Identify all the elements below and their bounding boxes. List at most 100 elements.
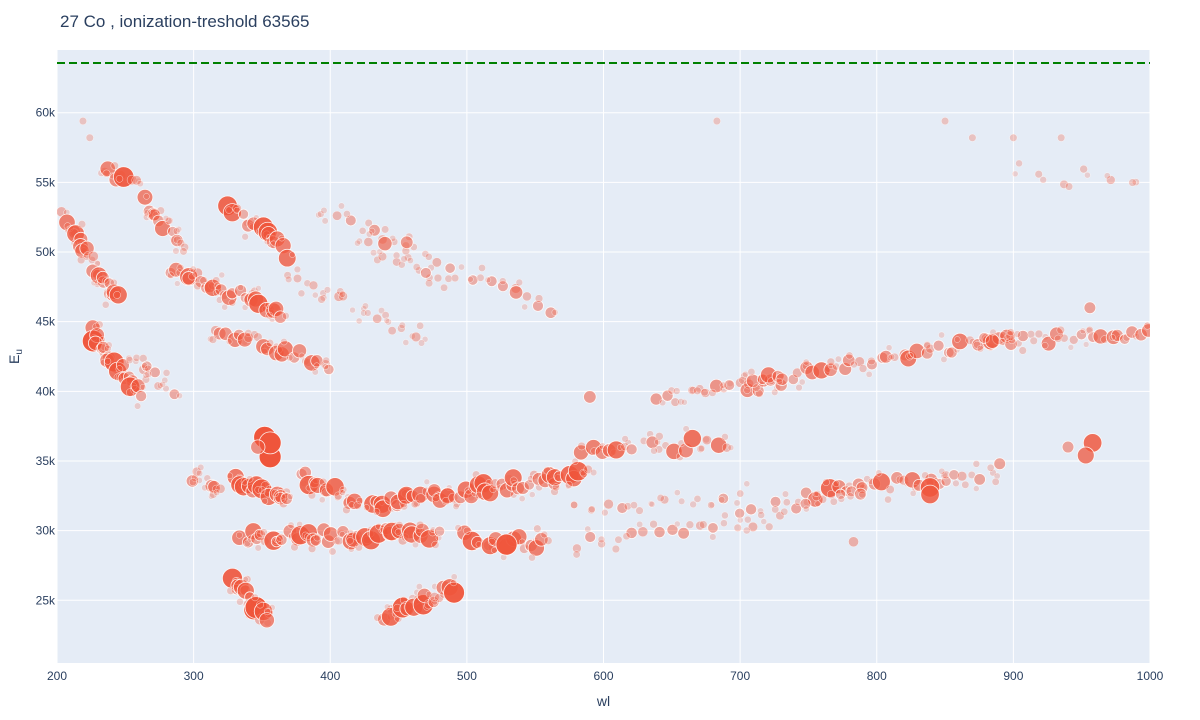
data-point — [544, 306, 557, 319]
data-point — [266, 339, 274, 347]
data-point — [181, 271, 196, 286]
data-point — [226, 472, 234, 480]
data-point — [682, 425, 690, 433]
data-point — [1083, 301, 1097, 315]
data-point — [425, 279, 434, 288]
data-point — [622, 532, 631, 541]
data-point — [161, 376, 169, 384]
data-point — [338, 290, 347, 298]
data-point — [1076, 446, 1095, 465]
data-point — [232, 203, 242, 214]
data-point — [485, 275, 498, 288]
data-point — [532, 300, 544, 312]
data-point — [476, 273, 485, 282]
data-point — [243, 539, 251, 547]
data-point — [780, 507, 789, 516]
data-point — [621, 435, 629, 443]
data-point — [485, 479, 493, 486]
data-point — [945, 346, 958, 359]
data-point — [392, 251, 401, 260]
data-point — [938, 467, 946, 475]
data-point — [168, 388, 181, 400]
data-point — [1034, 329, 1044, 339]
data-point — [677, 398, 685, 406]
x-tick-label: 700 — [730, 669, 750, 683]
data-point — [321, 217, 329, 225]
data-point — [433, 273, 443, 283]
data-point — [998, 338, 1007, 346]
data-point — [743, 386, 751, 394]
data-point — [222, 203, 242, 223]
data-point — [999, 331, 1007, 339]
data-point — [890, 352, 899, 362]
data-point — [666, 523, 679, 536]
data-point — [421, 336, 429, 343]
data-point — [360, 309, 368, 317]
data-point — [952, 479, 960, 487]
data-point — [798, 378, 806, 386]
data-point — [164, 217, 173, 225]
data-point — [431, 598, 438, 606]
data-point — [92, 322, 101, 331]
data-point — [110, 161, 119, 170]
data-point — [484, 276, 492, 284]
data-point — [256, 600, 265, 609]
data-point — [332, 210, 342, 221]
data-point — [976, 345, 984, 353]
data-point — [415, 583, 423, 590]
data-point — [660, 495, 670, 505]
data-point — [404, 253, 413, 262]
data-point — [173, 235, 182, 244]
data-point — [872, 472, 891, 492]
data-point — [984, 333, 1000, 349]
data-point — [334, 491, 343, 501]
data-point — [115, 175, 124, 183]
data-point — [707, 522, 719, 534]
data-point — [827, 361, 835, 369]
data-point — [636, 520, 644, 528]
data-point — [320, 207, 328, 214]
data-point — [1085, 326, 1094, 334]
data-point — [419, 529, 439, 549]
data-point — [356, 497, 364, 505]
data-point — [452, 503, 460, 510]
data-point — [104, 344, 112, 353]
data-point — [475, 491, 483, 500]
data-point — [489, 486, 497, 493]
data-point — [670, 397, 680, 407]
data-point — [338, 291, 348, 302]
data-point — [287, 493, 294, 500]
data-point — [822, 478, 830, 486]
x-tick-label: 400 — [320, 669, 340, 683]
data-point — [278, 248, 297, 268]
data-point — [280, 338, 288, 346]
y-tick-label: 50k — [36, 245, 56, 259]
data-point — [515, 481, 530, 495]
data-point — [290, 543, 299, 552]
data-point — [256, 529, 265, 538]
data-point — [323, 363, 335, 376]
data-point — [709, 378, 724, 394]
data-point — [1079, 164, 1088, 174]
data-point — [655, 445, 664, 454]
data-point — [400, 235, 414, 249]
data-point — [113, 291, 121, 299]
data-point — [372, 508, 381, 516]
data-point — [125, 356, 134, 364]
data-point — [1040, 335, 1057, 352]
y-axis-title: Eu — [6, 349, 25, 364]
data-point — [752, 383, 761, 392]
data-point — [420, 267, 432, 279]
data-point — [444, 262, 456, 274]
data-point — [515, 278, 523, 287]
data-point — [132, 354, 141, 362]
data-point — [727, 444, 735, 451]
data-point — [179, 247, 188, 256]
data-point — [611, 544, 620, 554]
data-point — [1060, 334, 1069, 343]
data-point — [310, 354, 324, 368]
data-point — [274, 491, 287, 504]
y-axis-title-subscript: u — [14, 349, 25, 355]
data-point — [101, 300, 110, 309]
data-point — [153, 381, 163, 391]
